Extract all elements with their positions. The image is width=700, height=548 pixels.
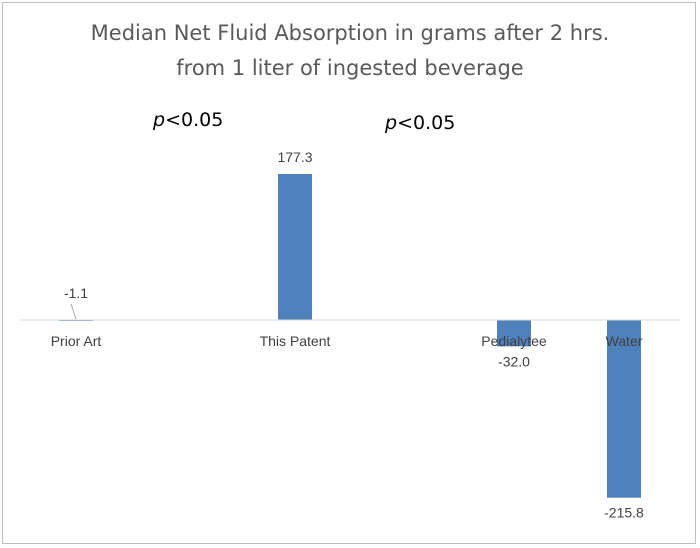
annotation-2-italic: p — [384, 112, 397, 134]
chart-svg: Median Net Fluid Absorption in grams aft… — [0, 0, 700, 548]
data-label-leader-line — [71, 304, 76, 319]
significance-annotation-1: p<0.05 — [152, 109, 223, 131]
data-label-prior-art: -1.1 — [64, 285, 88, 301]
annotation-2-rest: <0.05 — [397, 112, 455, 134]
category-label-this-patent: This Patent — [260, 333, 331, 349]
bars-group — [59, 174, 641, 498]
category-label-pedialytee: Pedialytee — [481, 333, 547, 349]
data-label-this-patent: 177.3 — [277, 149, 312, 165]
labels-group: Prior Art This Patent Pedialytee Water -1.1 1… — [51, 149, 644, 521]
bar-this-patent — [278, 174, 312, 320]
category-label-water: Water — [606, 333, 643, 349]
significance-annotation-2: p<0.05 — [384, 112, 455, 134]
data-label-water: -215.8 — [604, 505, 644, 521]
data-label-pedialytee: -32.0 — [498, 353, 530, 369]
category-label-prior-art: Prior Art — [51, 333, 102, 349]
annotation-1-rest: <0.05 — [165, 109, 223, 131]
chart-title-line2: from 1 liter of ingested beverage — [176, 56, 523, 80]
annotation-1-italic: p — [152, 109, 165, 131]
chart-title-line1: Median Net Fluid Absorption in grams aft… — [91, 21, 610, 45]
